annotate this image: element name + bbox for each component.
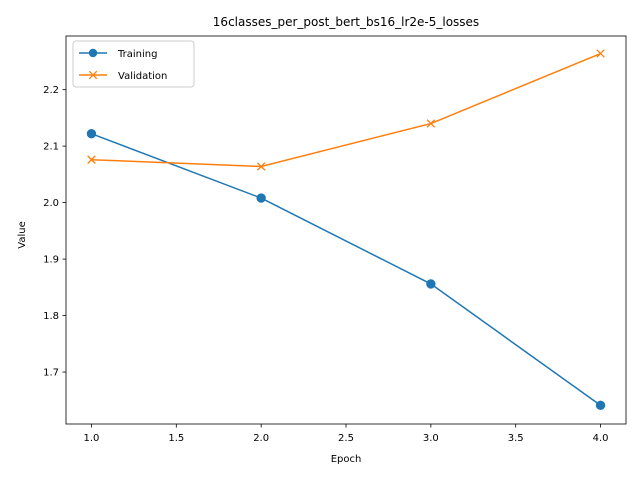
- legend-validation-marker: [88, 70, 98, 80]
- legend-validation-label: Validation: [118, 71, 167, 82]
- x-tick-label: 4.0: [593, 433, 609, 444]
- y-tick-label: 1.7: [43, 368, 59, 379]
- legend-training-label: Training: [117, 49, 157, 60]
- y-tick-label: 2.1: [43, 142, 59, 153]
- validation-marker: [596, 49, 605, 58]
- validation-marker: [87, 155, 96, 164]
- x-axis-label: Epoch: [331, 454, 362, 465]
- training-marker: [256, 193, 266, 203]
- y-axis-label: Value: [17, 221, 28, 248]
- x-tick-label: 1.5: [168, 433, 184, 444]
- y-tick-label: 1.8: [43, 311, 59, 322]
- plot-area: 1.0 1.5 2.0 2.5 3.0 3.5 4.0 1.7 1.8 1.9 2.0 2.1 2.2 T…: [43, 35, 627, 444]
- validation-marker: [426, 119, 436, 128]
- chart-title: 16classes_per_post_bert_bs16_lr2e-5_loss…: [213, 15, 479, 29]
- x-tick-label: 1.0: [84, 433, 100, 444]
- x-tick-label: 2.0: [253, 433, 269, 444]
- x-tick-label: 3.5: [508, 433, 524, 444]
- y-tick-label: 2.0: [43, 198, 59, 209]
- validation-line: [91, 52, 601, 168]
- y-tick-label: 2.2: [43, 85, 59, 96]
- training-marker: [595, 400, 606, 411]
- training-line: [91, 133, 601, 406]
- x-tick-label: 2.5: [338, 433, 354, 444]
- training-marker: [426, 279, 436, 289]
- validation-marker: [256, 162, 266, 171]
- training-marker: [86, 129, 97, 139]
- y-tick-label: 1.9: [43, 255, 59, 266]
- x-tick-label: 3.0: [423, 433, 439, 444]
- legend-training-marker: [88, 48, 98, 58]
- legend: Training Validation: [72, 40, 195, 88]
